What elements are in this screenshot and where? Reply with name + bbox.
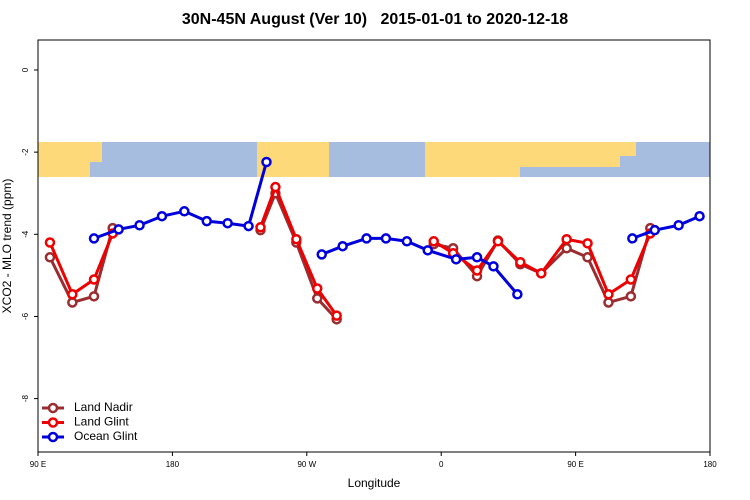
- data-point: [337, 240, 348, 252]
- legend-label: Land Nadir: [74, 400, 133, 414]
- y-tick-label: -6: [21, 312, 30, 320]
- y-tick-label: -4: [21, 230, 30, 238]
- data-point: [331, 310, 342, 321]
- y-tick-label: -8: [21, 394, 30, 402]
- legend-label: Ocean Glint: [74, 429, 138, 443]
- x-axis-label: Longitude: [348, 476, 401, 490]
- y-axis-label: XCO2 - MLO trend (ppm): [0, 179, 14, 314]
- data-point: [627, 233, 638, 244]
- legend-marker: [47, 417, 59, 428]
- data-point: [222, 217, 233, 229]
- data-point: [428, 236, 439, 247]
- data-point: [603, 289, 614, 300]
- data-point: [450, 254, 462, 265]
- data-point: [625, 274, 637, 285]
- data-point: [156, 210, 168, 222]
- y-tick-label: -2: [21, 148, 30, 156]
- data-point: [270, 181, 281, 193]
- x-tick-label: 90 E: [567, 460, 583, 469]
- chart-title: 30N-45N August (Ver 10) 2015-01-01 to 20…: [182, 11, 568, 28]
- land: [520, 142, 620, 167]
- land: [38, 142, 90, 177]
- data-point: [88, 233, 100, 244]
- plot-frame: [37, 39, 711, 453]
- data-point: [625, 291, 637, 302]
- data-point: [582, 252, 593, 263]
- y-tick-label: 0: [21, 67, 30, 72]
- data-point: [471, 265, 483, 276]
- series-line: [432, 232, 652, 296]
- data-point: [44, 237, 56, 248]
- data-point: [255, 222, 266, 233]
- x-tick-label: 0: [439, 460, 444, 469]
- data-point: [488, 261, 499, 272]
- land: [620, 142, 636, 156]
- data-point: [603, 297, 614, 308]
- series-line: [631, 214, 701, 240]
- series-line: [321, 236, 519, 296]
- data-point: [312, 293, 323, 304]
- land: [425, 142, 520, 177]
- data-point: [536, 268, 547, 279]
- data-point: [673, 220, 684, 231]
- data-point: [694, 210, 705, 222]
- data-point: [113, 224, 124, 235]
- data-point: [134, 220, 145, 231]
- data-point: [649, 224, 660, 236]
- data-point: [67, 289, 78, 300]
- data-point: [515, 256, 526, 268]
- data-point: [243, 220, 254, 232]
- land: [90, 142, 102, 162]
- data-point: [361, 233, 372, 244]
- map-band: [38, 142, 710, 177]
- series-line: [433, 227, 652, 304]
- data-point: [512, 289, 523, 300]
- data-point: [312, 283, 323, 294]
- x-tick-label: 90 W: [297, 460, 316, 469]
- data-point: [471, 252, 483, 263]
- x-tick-label: 180: [703, 460, 717, 469]
- data-point: [88, 291, 100, 302]
- data-point: [582, 238, 593, 249]
- series-line: [48, 227, 115, 304]
- series-line: [48, 232, 115, 296]
- data-point: [261, 156, 272, 168]
- legend-marker: [47, 431, 59, 443]
- x-tick-label: 90 E: [30, 460, 46, 469]
- data-point: [201, 215, 212, 227]
- data-point: [380, 233, 392, 244]
- legend-label: Land Glint: [74, 415, 129, 429]
- legend-marker: [47, 402, 59, 414]
- data-point: [561, 233, 572, 245]
- x-tick-label: 180: [166, 460, 180, 469]
- data-point: [44, 252, 56, 263]
- data-point: [179, 206, 190, 217]
- data-point: [492, 236, 504, 247]
- data-point: [316, 249, 327, 260]
- data-point: [67, 297, 78, 308]
- data-point: [291, 233, 302, 245]
- data-point: [88, 274, 100, 285]
- data-point: [422, 245, 434, 256]
- data-point: [401, 236, 413, 247]
